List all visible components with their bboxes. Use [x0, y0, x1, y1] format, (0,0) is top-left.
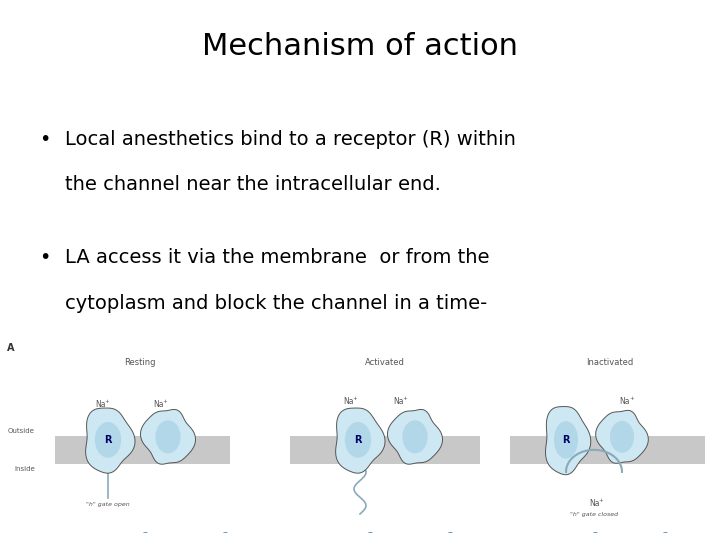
- Text: Na: Na: [343, 397, 354, 406]
- Polygon shape: [595, 410, 648, 463]
- Text: Na: Na: [620, 397, 630, 406]
- Text: •: •: [40, 130, 51, 148]
- Text: "h" gate closed: "h" gate closed: [570, 512, 618, 517]
- Polygon shape: [546, 407, 590, 475]
- Text: –: –: [593, 527, 598, 537]
- Text: Na: Na: [153, 400, 163, 409]
- Text: Na: Na: [589, 500, 599, 509]
- Text: Inside: Inside: [14, 466, 35, 472]
- Text: Outside: Outside: [8, 428, 35, 434]
- Text: –: –: [222, 527, 228, 537]
- Ellipse shape: [345, 422, 372, 458]
- Text: R: R: [354, 435, 361, 445]
- Polygon shape: [86, 408, 135, 473]
- Ellipse shape: [610, 421, 634, 453]
- Text: +: +: [629, 396, 634, 401]
- Text: Na: Na: [392, 397, 403, 406]
- Text: Na: Na: [95, 400, 105, 409]
- Text: Activated: Activated: [365, 357, 405, 367]
- Text: –: –: [662, 527, 667, 537]
- Ellipse shape: [156, 420, 181, 454]
- Ellipse shape: [554, 421, 578, 458]
- Bar: [510, 436, 705, 464]
- Text: Inactivated: Inactivated: [586, 357, 634, 367]
- Text: •: •: [40, 248, 51, 267]
- Text: +: +: [402, 396, 408, 401]
- Text: +: +: [598, 498, 603, 503]
- Text: Local anesthetics bind to a receptor (R) within: Local anesthetics bind to a receptor (R)…: [65, 130, 516, 148]
- Text: cytoplasm and block the channel in a time-: cytoplasm and block the channel in a tim…: [65, 294, 487, 313]
- Text: +: +: [104, 399, 109, 404]
- Text: –: –: [448, 527, 452, 537]
- Text: –: –: [143, 527, 148, 537]
- Polygon shape: [336, 408, 385, 473]
- Text: LA access it via the membrane  or from the: LA access it via the membrane or from th…: [65, 248, 490, 267]
- Text: Mechanism of action: Mechanism of action: [202, 32, 518, 62]
- Text: R: R: [562, 435, 570, 445]
- Text: +: +: [163, 399, 167, 404]
- Ellipse shape: [402, 420, 428, 454]
- Text: the channel near the intracellular end.: the channel near the intracellular end.: [65, 176, 441, 194]
- Ellipse shape: [95, 422, 121, 458]
- Text: A: A: [7, 343, 14, 353]
- Bar: [290, 436, 480, 464]
- Text: "h" gate open: "h" gate open: [86, 502, 130, 507]
- Polygon shape: [387, 409, 443, 464]
- Text: –: –: [368, 527, 372, 537]
- Bar: [55, 436, 230, 464]
- Text: +: +: [353, 396, 357, 401]
- Text: R: R: [104, 435, 112, 445]
- Polygon shape: [140, 409, 196, 464]
- Text: Resting: Resting: [125, 357, 156, 367]
